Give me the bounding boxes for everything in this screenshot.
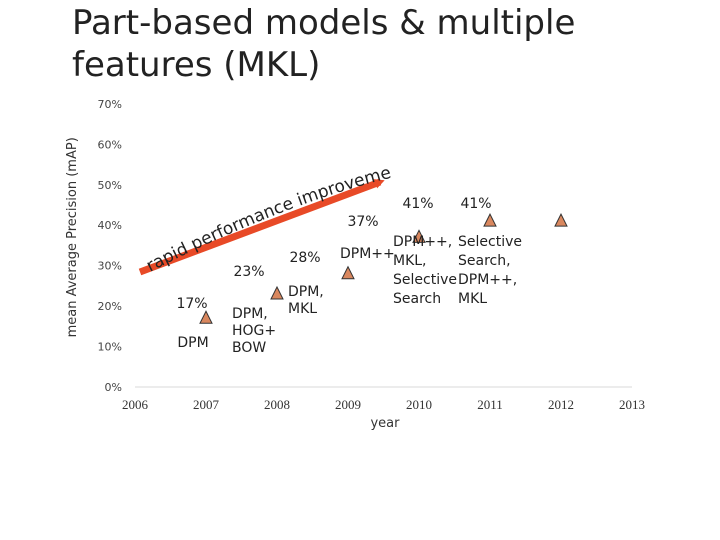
x-tick-label: 2013 (619, 397, 645, 412)
data-point-2012 (554, 213, 568, 227)
trend-arrow (138, 178, 385, 276)
y-tick-label: 20% (98, 300, 122, 313)
label-2010-method-line-0: DPM++, (393, 234, 452, 250)
y-tick-label: 40% (98, 219, 122, 232)
x-tick-label: 2012 (548, 397, 574, 412)
y-tick-label: 70% (98, 98, 122, 111)
label-2012-method-line-0: Selective (458, 234, 522, 250)
trend-arrow-label: rapid performance improvements (0, 0, 393, 276)
data-points (199, 213, 568, 324)
label-2010-method-line-1: MKL, (393, 253, 427, 269)
label-2007-value: 17% (176, 296, 207, 312)
data-point-2007 (199, 310, 213, 324)
label-2012-method-line-2: DPM++, (458, 272, 517, 288)
x-tick-label: 2009 (335, 397, 361, 412)
data-point-2010 (412, 229, 426, 243)
label-2008-method-line-2: BOW (232, 340, 266, 356)
data-point-2009 (341, 265, 355, 280)
data-point-2011 (483, 213, 497, 227)
y-tick-label: 50% (98, 179, 122, 192)
y-tick-label: 10% (98, 341, 122, 354)
y-axis-title: mean Average Precision (mAP) (65, 137, 80, 337)
label-2009-value: 28% (289, 250, 320, 266)
y-tick-label: 30% (98, 260, 122, 273)
y-tick-label: 60% (98, 138, 122, 151)
trend-arrow-text: rapid performance improvements (0, 0, 393, 276)
y-tick-label: 0% (105, 381, 122, 394)
label-2008-method-line-1: HOG+ (232, 323, 276, 339)
label-2010-value: 37% (347, 214, 378, 230)
label-2009-method-line-0: DPM, (288, 284, 324, 300)
data-point-2008 (270, 285, 284, 300)
label-2010-tag: DPM++ (340, 246, 395, 262)
x-axis-title: year (370, 416, 400, 431)
label-2012-value: 41% (460, 196, 491, 212)
label-2008-value: 23% (233, 264, 264, 280)
label-2012-method-line-3: MKL (458, 291, 487, 307)
label-2009-method-line-1: MKL (288, 301, 317, 317)
x-tick-label: 2007 (193, 397, 220, 412)
axes: 0% 10% 20% 30% 40% 50% 60% 70% 2006 2007 2008 2009 2… (65, 98, 645, 431)
label-2010-method-line-2: Selective (393, 272, 457, 288)
slide-title: Part-based models & multiple features (M… (72, 3, 576, 85)
x-tick-label: 2010 (406, 397, 432, 412)
label-2012-method-line-1: Search, (458, 253, 511, 269)
annotations: 17%DPM23%DPM,HOG+BOW28%DPM,MKL37%DPM++DP… (176, 196, 522, 356)
label-2007-method: DPM (177, 335, 208, 351)
x-tick-label: 2006 (122, 397, 149, 412)
label-2011-value: 41% (402, 196, 433, 212)
x-tick-label: 2008 (264, 397, 290, 412)
label-2010-method-line-3: Search (393, 291, 441, 307)
x-tick-label: 2011 (477, 397, 503, 412)
label-2008-method-line-0: DPM, (232, 306, 268, 322)
